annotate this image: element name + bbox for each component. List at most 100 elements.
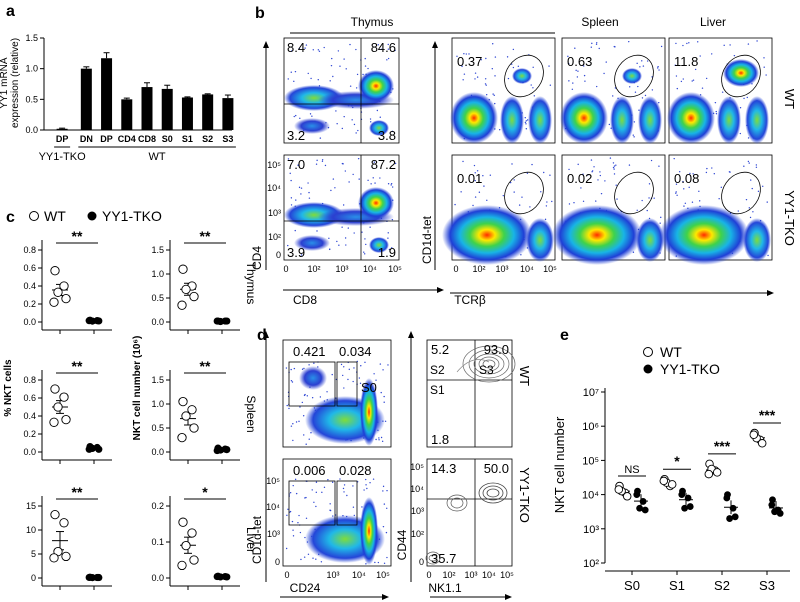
c-wt-point (181, 284, 191, 295)
tet-event-dot (532, 66, 534, 68)
cd4cd8-event-dot (290, 50, 293, 52)
tet-event-dot (462, 79, 464, 81)
nk-contour-line (473, 353, 505, 375)
tet-event-dot (582, 173, 584, 175)
tet-event-dot (494, 75, 496, 77)
c-ko-point (213, 572, 221, 581)
cd24-event-dot (358, 377, 361, 379)
cd24-event-dot (290, 380, 293, 382)
cd4cd8-event-dot (379, 177, 381, 179)
tcr-neg-blob (560, 92, 608, 144)
tet-event-dot (478, 191, 481, 193)
cd24-event-dot (383, 503, 386, 505)
tet-event-dot (698, 200, 701, 202)
e-legend-wt-label: WT (660, 344, 682, 360)
tet-event-dot (612, 95, 614, 97)
c-wt-point (50, 509, 60, 520)
tet-event-dot (682, 78, 684, 80)
cd4-tick-label: 10⁵ (267, 160, 281, 170)
cd24-event-dot (285, 367, 288, 369)
tet-event-dot (641, 97, 644, 99)
tet-event-dot (657, 65, 659, 68)
c-y-tick-label: 0.5 (151, 293, 164, 303)
c-significance-label: ** (200, 358, 211, 374)
nk-s2-percent: 5.2 (431, 342, 449, 357)
tet-event-dot (683, 188, 685, 190)
tet-event-dot (713, 172, 716, 175)
dn-percent: 3.9 (287, 245, 305, 260)
tet-event-dot (486, 199, 488, 202)
tet-event-dot (595, 200, 597, 202)
cd4cd8-event-dot (334, 187, 336, 189)
tet-event-dot (762, 185, 764, 187)
nk-s3-percent: 50.0 (484, 461, 509, 476)
c-wt-point (177, 560, 187, 571)
cd24-event-dot (363, 489, 365, 491)
c-y-tick-label: 0 (31, 573, 36, 583)
c-y-tick-label: 0.8 (23, 375, 36, 385)
cd4cd8-event-dot (341, 162, 344, 165)
dn-low-blob (294, 235, 330, 251)
tet-event-dot (763, 57, 765, 59)
nk-s1-percent: 1.8 (431, 432, 449, 447)
e-ko-point (684, 494, 692, 502)
cd24-high-blob (360, 378, 378, 446)
tet-event-dot (494, 56, 497, 58)
a-bar (222, 98, 234, 130)
cd4cd8-event-dot (305, 44, 308, 46)
tet-event-dot (472, 204, 474, 207)
tet-event-dot (633, 121, 636, 123)
tet-pos-blob (299, 366, 327, 390)
tet-event-dot (675, 191, 677, 193)
tet-event-dot (628, 164, 631, 166)
panel-d-flow-plots: 0.421 0.034 S0 5.2 93.0 1.8 S2 S3 S1 0.006 0.028 0 1… (266, 339, 516, 580)
cd24-event-dot (353, 367, 355, 369)
tet-event-dot (613, 173, 616, 175)
cd4cd8-event-dot (357, 129, 359, 132)
panel-a: a YY1 mRNA expression (relative) 0.0 0.5 1… (0, 3, 236, 163)
tcr-neg-blob (450, 92, 498, 144)
e-wt-point (667, 480, 677, 489)
c-y-tick-label: 0.5 (151, 423, 164, 433)
c-y-tick-label: 0.0 (23, 447, 36, 457)
cd24-event-dot (383, 562, 386, 564)
tet-event-dot (733, 54, 736, 57)
cd24-event-dot (291, 520, 294, 523)
tet-event-dot (599, 171, 601, 173)
cd24-event-dot (373, 373, 375, 375)
panel-a-ylabel-line1: YY1 mRNA (0, 57, 10, 108)
c-wt-point (187, 528, 197, 538)
legend-wt-marker-icon (29, 211, 39, 221)
c-significance-label: ** (200, 228, 211, 244)
nk-contour-line (450, 497, 464, 509)
tcrb-tick-label: 10⁵ (543, 264, 557, 274)
panel-c-letter: c (6, 209, 15, 226)
tet-event-dot (583, 74, 586, 77)
tcrb-tick-label: 10³ (495, 264, 508, 274)
cd24-event-dot (308, 438, 310, 440)
cd24-event-dot (352, 485, 354, 487)
cd24-high-blob (360, 497, 378, 565)
cd24-s0-gate (336, 361, 358, 407)
e-ko-point (639, 498, 647, 505)
cd4cd8-event-dot (308, 191, 310, 194)
cd4cd8-event-dot (351, 119, 353, 121)
nkt-gate (721, 54, 761, 98)
c-wt-point (178, 396, 188, 407)
tcr-int-blob (500, 96, 524, 144)
cd4cd8-event-dot (391, 247, 393, 249)
tet-event-dot (546, 201, 548, 203)
e-wt-point (704, 469, 714, 479)
a-bar (161, 88, 173, 130)
cd4cd8-event-dot (349, 85, 352, 87)
cd24-event-dot (291, 381, 294, 383)
tet-event-dot (673, 157, 675, 160)
cd1d-tick-label: 10³ (267, 529, 280, 539)
cd44-tick-label: 10⁵ (410, 462, 424, 472)
tet-event-dot (502, 194, 504, 197)
tet-event-dot (549, 174, 551, 176)
cd4-sp-percent: 8.4 (287, 40, 305, 55)
cd4cd8-event-dot (355, 132, 357, 134)
cd24-event-dot (378, 439, 380, 441)
tet-event-dot (591, 171, 593, 173)
